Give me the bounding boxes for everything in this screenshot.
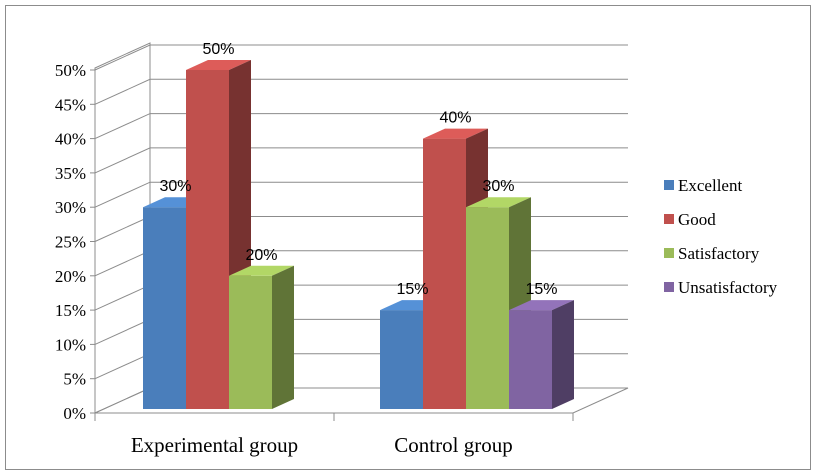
bar-top: [229, 265, 294, 276]
y-axis-ticks: 0% 5% 10% 15% 20% 25% 30% 35% 40% 45% 50%: [55, 61, 96, 423]
gridline: [94, 113, 628, 140]
bar-satisfactory: [229, 265, 294, 409]
bar-side: [552, 300, 574, 409]
legend-entry-satisfactory: Satisfactory: [664, 244, 760, 263]
data-label: 15%: [396, 281, 428, 298]
bar-front: [229, 275, 272, 409]
bar-unsatisfactory: [509, 300, 574, 409]
bar-front: [509, 310, 552, 409]
x-axis-categories: Experimental group Control group: [94, 413, 574, 457]
bars: [143, 60, 574, 409]
y-tick-label: 15%: [55, 301, 86, 320]
legend-swatch: [664, 248, 674, 258]
legend-entry-excellent: Excellent: [664, 176, 742, 195]
bar-side: [272, 265, 294, 409]
legend-entry-good: Good: [664, 210, 716, 229]
legend-label: Excellent: [678, 176, 742, 195]
gridline: [94, 147, 628, 174]
y-tick-label: 20%: [55, 267, 86, 286]
legend-label: Unsatisfactory: [678, 278, 778, 297]
y-tick-label: 35%: [55, 164, 86, 183]
data-label: 20%: [245, 247, 277, 264]
legend-entry-unsatisfactory: Unsatisfactory: [664, 278, 778, 297]
bar-front: [466, 207, 509, 409]
data-label: 30%: [482, 178, 514, 195]
category-label: Control group: [394, 433, 512, 457]
gridline: [94, 44, 628, 71]
legend-label: Good: [678, 210, 716, 229]
y-tick-label: 45%: [55, 95, 86, 114]
gridline: [94, 78, 628, 105]
data-label: 40%: [439, 110, 471, 127]
y-tick-label: 25%: [55, 233, 86, 252]
y-tick-label: 50%: [55, 61, 86, 80]
bar-front: [423, 138, 466, 409]
bar-top: [466, 197, 531, 208]
bar-front: [186, 70, 229, 409]
y-tick-label: 5%: [63, 370, 86, 389]
y-tick-label: 0%: [63, 404, 86, 423]
y-tick-label: 30%: [55, 198, 86, 217]
data-label: 15%: [525, 281, 557, 298]
data-labels: 30% 50% 20% 15% 40% 30% 15%: [159, 41, 557, 298]
floor: [94, 387, 629, 414]
y-tick-label: 40%: [55, 130, 86, 149]
bar-top: [509, 300, 574, 311]
data-label: 50%: [202, 41, 234, 58]
bar-front: [380, 310, 423, 409]
category-label: Experimental group: [131, 433, 298, 457]
bar-top: [423, 128, 488, 139]
legend-swatch: [664, 214, 674, 224]
bar-front: [143, 207, 186, 409]
legend-label: Satisfactory: [678, 244, 760, 263]
y-tick-label: 10%: [55, 335, 86, 354]
legend: Excellent Good Satisfactory Unsatisfactory: [664, 176, 778, 297]
legend-swatch: [664, 180, 674, 190]
data-label: 30%: [159, 178, 191, 195]
bar-top: [186, 60, 251, 70]
legend-swatch: [664, 282, 674, 292]
